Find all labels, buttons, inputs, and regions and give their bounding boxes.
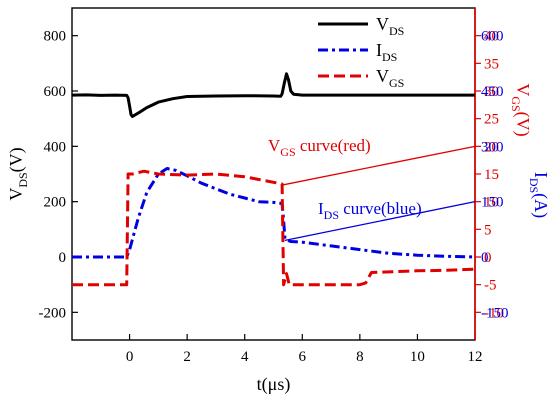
annotation-pointer [282, 145, 476, 186]
left-y-ticks: -200 0 200 400 600 800 [39, 29, 78, 321]
right-vgs-tick-label: -5 [484, 278, 497, 294]
x-tick-label: 6 [299, 349, 307, 365]
legend-label: IDS [376, 40, 397, 64]
annotation-layer: VGS curve(red) IDS curve(blue) [268, 136, 476, 242]
series-line-vgs [72, 169, 476, 287]
right-ids-tick-label: 150 [481, 195, 504, 211]
right-vgs-tick-label: 10 [484, 195, 499, 211]
right-vgs-ticks: -10 -5 0 5 10 15 20 25 30 35 40 [475, 29, 504, 321]
right-vgs-axis-label: VGS(V) [509, 83, 533, 136]
right-ids-tick-label: -150 [481, 305, 509, 321]
x-axis-label: t(μs) [257, 374, 291, 395]
x-tick-label: 10 [410, 349, 425, 365]
x-tick-label: 0 [126, 349, 134, 365]
legend-label: VGS [376, 66, 404, 90]
annotation-label: VGS curve(red) [268, 136, 371, 159]
right-vgs-tick-label: 15 [484, 167, 499, 183]
left-y-axis-label: VDS(V) [6, 147, 30, 200]
x-tick-label: 4 [241, 349, 249, 365]
annotation-pointer [284, 201, 476, 242]
right-vgs-tick-label: -10 [484, 305, 504, 321]
left-y-tick-label: 800 [44, 29, 67, 45]
right-vgs-tick-label: 20 [484, 139, 499, 155]
right-ids-ticks: -150 0 150 300 450 600 [481, 29, 509, 322]
right-ids-tick-label: 450 [481, 84, 504, 100]
series-line-ids [72, 167, 476, 259]
left-y-tick-label: 0 [59, 250, 67, 266]
right-vgs-tick-label: 0 [484, 250, 492, 266]
x-tick-label: 8 [356, 349, 364, 365]
right-ids-axis-label: IDS(A) [527, 172, 550, 218]
series-line-vds [71, 72, 475, 118]
x-tick-label: 12 [468, 349, 483, 365]
left-y-tick-label: 400 [44, 139, 67, 155]
left-y-tick-label: 200 [44, 195, 67, 211]
right-ids-tick-label: 600 [481, 29, 504, 45]
right-ids-tick-label: 0 [481, 250, 489, 266]
x-ticks: 0 2 4 6 8 10 12 [126, 334, 483, 365]
right-vgs-tick-label: 40 [484, 29, 499, 45]
axes: 0 2 4 6 8 10 12t(μs)-2000200400600800VDS(V)-10… [6, 7, 550, 395]
x-tick-label: 2 [183, 349, 191, 365]
legend-label: VDS [376, 14, 404, 38]
left-y-tick-label: 600 [44, 84, 67, 100]
series-layer [71, 72, 476, 287]
right-ids-tick-label: 300 [481, 139, 504, 155]
right-vgs-tick-label: 25 [484, 112, 499, 128]
right-vgs-tick-label: 35 [484, 56, 499, 72]
annotation-label: IDS curve(blue) [318, 199, 422, 222]
left-y-tick-label: -200 [39, 305, 67, 321]
right-vgs-tick-label: 5 [484, 222, 492, 238]
right-vgs-tick-label: 30 [484, 84, 499, 100]
